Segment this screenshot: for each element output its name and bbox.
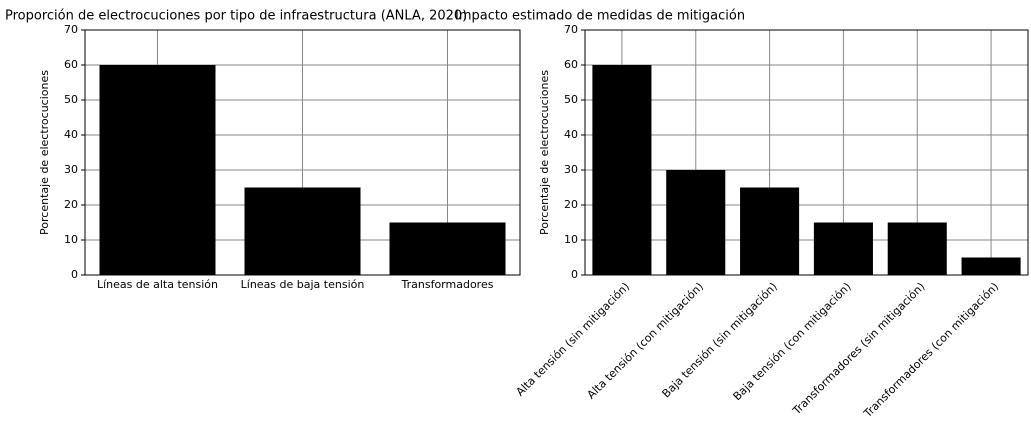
bar	[99, 65, 216, 275]
bar	[666, 170, 726, 275]
y-tick-label: 10	[64, 233, 78, 246]
bar	[244, 187, 361, 275]
y-tick-label: 60	[564, 58, 578, 71]
bar	[887, 222, 947, 275]
plot-frame	[584, 29, 1029, 276]
y-tick-label: 0	[71, 268, 78, 281]
y-tick-label: 0	[571, 268, 578, 281]
bar	[740, 187, 800, 275]
y-tick-label: 20	[564, 198, 578, 211]
y-tick-label: 70	[564, 23, 578, 36]
y-tick-label: 10	[564, 233, 578, 246]
x-tick-label: Transformadores (sin mitigación)	[790, 280, 928, 418]
x-tick-label: Alta tensión (con mitigación)	[585, 280, 706, 401]
x-tick-label: Transformadores (con mitigación)	[861, 280, 1002, 421]
bar	[813, 222, 873, 275]
x-tick-label: Líneas de alta tensión	[97, 278, 218, 291]
y-tick-label: 50	[64, 93, 78, 106]
y-axis-label: Porcentaje de electrocuciones	[38, 70, 51, 235]
y-tick-label: 50	[564, 93, 578, 106]
bar	[592, 65, 652, 275]
y-axis-label: Porcentaje de electrocuciones	[538, 70, 551, 235]
y-tick-label: 60	[64, 58, 78, 71]
y-tick-label: 40	[564, 128, 578, 141]
x-tick-label: Líneas de baja tensión	[241, 278, 365, 291]
y-tick-label: 30	[564, 163, 578, 176]
bar	[961, 257, 1021, 275]
y-tick-label: 30	[64, 163, 78, 176]
y-tick-label: 70	[64, 23, 78, 36]
x-tick-label: Baja tensión (con mitigación)	[731, 280, 854, 403]
y-tick-label: 40	[64, 128, 78, 141]
bar	[389, 222, 506, 275]
x-tick-label: Transformadores	[401, 278, 494, 291]
chart-title: Impacto estimado de medidas de mitigació…	[455, 9, 745, 24]
y-tick-label: 20	[64, 198, 78, 211]
chart-title: Proporción de electrocuciones por tipo d…	[5, 9, 467, 24]
